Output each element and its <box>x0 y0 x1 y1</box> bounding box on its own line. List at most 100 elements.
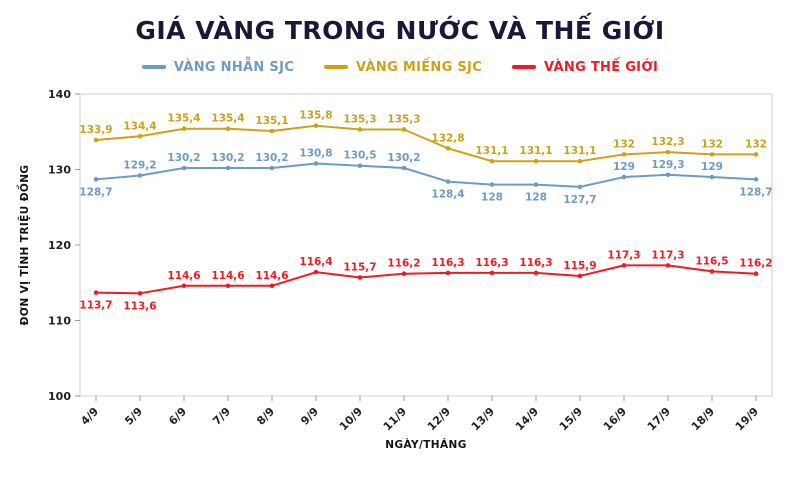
x-axis-tick-label: 6/9 <box>166 405 189 428</box>
data-point-label: 130,8 <box>299 147 332 159</box>
data-point-label: 130,2 <box>211 152 244 164</box>
x-axis-tick-label: 4/9 <box>78 405 101 428</box>
data-point <box>313 161 319 166</box>
data-point-label: 129,2 <box>123 160 156 172</box>
data-point <box>621 263 627 268</box>
data-point <box>445 146 451 151</box>
data-point-label: 117,3 <box>607 249 640 261</box>
data-point <box>225 165 231 171</box>
data-point-label: 128 <box>525 192 547 204</box>
legend-item-vang-mieng-sjc: VÀNG MIẾNG SJC <box>324 60 482 75</box>
series-line-1 <box>95 124 757 163</box>
data-point <box>225 126 231 132</box>
data-point <box>577 184 583 190</box>
x-axis-tick-label: 15/9 <box>557 405 585 433</box>
data-point-label: 134,4 <box>123 120 156 132</box>
data-point <box>577 273 583 279</box>
data-point-label: 135,3 <box>343 113 376 125</box>
data-point <box>753 177 759 182</box>
data-point <box>137 173 143 178</box>
data-point <box>533 270 539 276</box>
chart-legend: VÀNG NHẪN SJC VÀNG MIẾNG SJC VÀNG THẾ GI… <box>0 56 800 78</box>
data-point <box>753 152 759 157</box>
data-point <box>665 172 671 178</box>
data-point-label: 130,5 <box>343 150 376 162</box>
data-point <box>533 158 539 164</box>
x-axis-tick-label: 5/9 <box>122 405 145 428</box>
data-point <box>313 269 319 275</box>
data-point <box>181 283 187 289</box>
legend-line-marker <box>141 65 166 69</box>
data-point-label: 114,6 <box>211 270 244 282</box>
data-point <box>489 182 495 187</box>
data-point-label: 132 <box>745 138 767 150</box>
data-point <box>269 165 275 171</box>
data-point <box>269 128 275 134</box>
data-point-label: 135,3 <box>387 113 420 125</box>
legend-label: VÀNG THẾ GIỚI <box>544 59 659 75</box>
data-point <box>137 291 143 296</box>
data-point-label: 132 <box>613 138 635 150</box>
data-point-label: 128,7 <box>739 186 772 198</box>
data-point <box>489 270 495 276</box>
x-axis-tick-label: 18/9 <box>689 405 717 433</box>
data-point-label: 116,3 <box>519 257 552 269</box>
data-point <box>401 165 407 171</box>
x-axis-tick-label: 12/9 <box>425 405 453 433</box>
data-point-label: 115,9 <box>563 260 596 272</box>
legend-label: VÀNG NHẪN SJC <box>173 59 295 75</box>
data-point <box>357 275 363 280</box>
data-point <box>93 177 99 182</box>
data-point-label: 129,3 <box>651 159 684 171</box>
legend-line-marker <box>324 65 349 69</box>
data-point-label: 130,2 <box>255 152 288 164</box>
x-axis-tick-label: 13/9 <box>469 405 497 433</box>
x-axis-tick-label: 9/9 <box>298 405 321 428</box>
y-axis-tick-label: 120 <box>48 239 71 252</box>
data-point <box>445 179 451 184</box>
data-point-label: 132,3 <box>651 136 684 148</box>
data-point <box>709 152 715 157</box>
legend-item-vang-nhan-sjc: VÀNG NHẪN SJC <box>141 59 295 75</box>
data-point-label: 135,4 <box>211 113 244 125</box>
data-point-label: 130,2 <box>167 152 200 164</box>
data-point-label: 117,3 <box>651 249 684 261</box>
data-point-label: 116,2 <box>387 258 420 270</box>
x-axis-tick-label: 10/9 <box>337 405 365 433</box>
data-point-label: 131,1 <box>475 145 508 157</box>
data-point <box>709 269 715 274</box>
x-axis-title: NGÀY/THÁNG <box>385 438 466 451</box>
data-point-label: 113,7 <box>79 300 112 312</box>
data-point <box>401 127 407 132</box>
data-point-label: 135,1 <box>255 115 288 127</box>
data-point <box>709 174 715 180</box>
x-axis-tick-label: 16/9 <box>601 405 629 433</box>
data-point <box>577 158 583 164</box>
data-point-label: 135,8 <box>299 110 332 122</box>
data-point-label: 130,2 <box>387 152 420 164</box>
data-point <box>489 158 495 164</box>
data-point <box>445 270 451 276</box>
x-axis-tick-label: 7/9 <box>210 405 233 428</box>
data-point <box>401 271 407 276</box>
data-point-label: 113,6 <box>123 300 156 312</box>
legend-item-vang-the-gioi: VÀNG THẾ GIỚI <box>512 60 658 75</box>
data-point-label: 131,1 <box>563 145 596 157</box>
data-point-label: 131,1 <box>519 145 552 157</box>
data-point <box>181 165 187 171</box>
data-point <box>137 133 143 139</box>
data-point-label: 116,3 <box>475 257 508 269</box>
data-point-label: 129 <box>613 161 635 173</box>
series-line-0 <box>95 162 757 188</box>
data-point-label: 115,7 <box>343 261 376 273</box>
line-chart: 100 110 120 130 140 4/9 5/9 6/9 7/9 8/9 9/9 10/9 11/… <box>16 88 773 451</box>
data-point <box>93 290 99 295</box>
data-point-label: 128,4 <box>431 189 464 201</box>
data-point <box>621 174 627 180</box>
data-point-label: 128,7 <box>79 186 112 198</box>
legend-label: VÀNG MIẾNG SJC <box>356 59 483 75</box>
data-point-label: 128 <box>481 192 503 204</box>
data-point <box>665 149 671 155</box>
y-axis-tick-label: 110 <box>48 315 71 328</box>
